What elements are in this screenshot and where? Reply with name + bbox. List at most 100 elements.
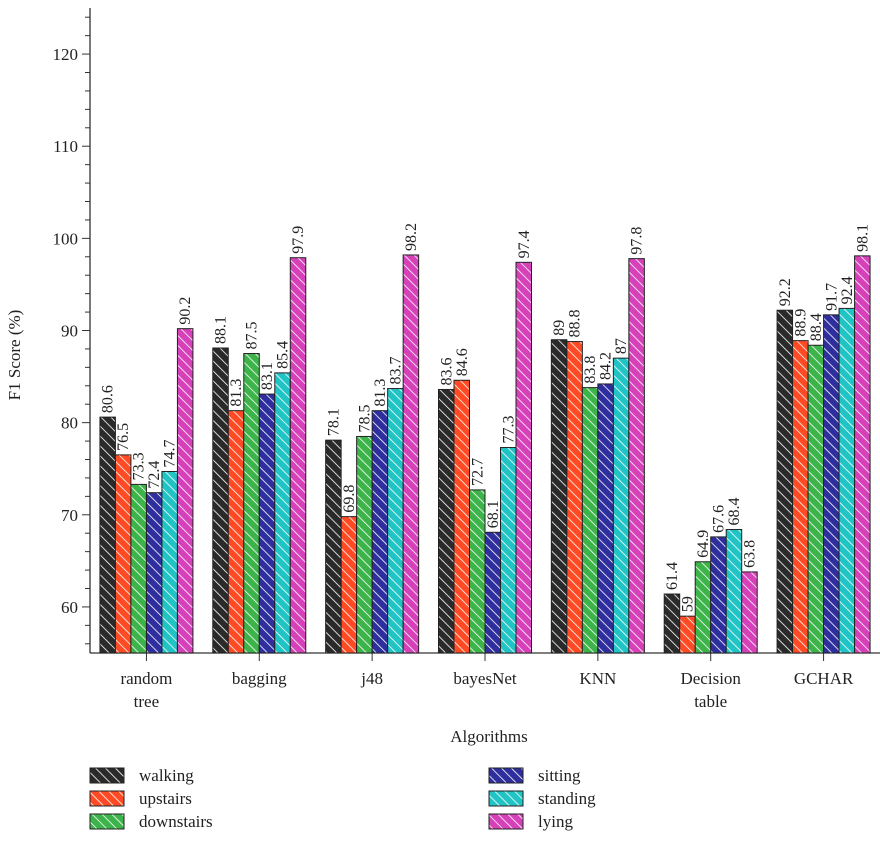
bar-standing	[161, 470, 178, 654]
bar-lying	[628, 258, 645, 654]
bar-value-label: 97.4	[516, 230, 533, 258]
bar-standing	[387, 388, 404, 654]
bar-walking	[438, 388, 455, 654]
y-tick-label: 90	[61, 322, 78, 341]
bar-value-label: 78.5	[356, 404, 373, 432]
bar-upstairs	[340, 516, 358, 654]
bar-value-label: 85.4	[275, 341, 292, 369]
bar-value-label: 92.4	[839, 276, 856, 304]
legend-swatch	[488, 790, 524, 807]
legend-label: downstairs	[139, 812, 213, 831]
legend-label: upstairs	[139, 789, 192, 808]
legend-item-standing: standing	[488, 789, 596, 808]
bar-downstairs	[807, 344, 825, 654]
x-tick-label: j48	[360, 669, 383, 688]
y-tick-label: 110	[53, 137, 78, 156]
legend-item-downstairs: downstairs	[89, 812, 213, 831]
bar-downstairs	[243, 353, 260, 654]
y-tick-label: 70	[61, 506, 78, 525]
legend-swatch	[89, 813, 125, 830]
bar-value-label: 68.1	[485, 500, 502, 528]
bar-value-label: 74.7	[162, 439, 179, 467]
bar-sitting	[145, 492, 163, 654]
bar-value-label: 88.1	[213, 316, 230, 344]
bar-value-label: 87	[613, 338, 630, 354]
bar-value-label: 97.9	[290, 226, 307, 254]
legend-label: standing	[538, 789, 596, 808]
bar-walking	[550, 339, 568, 654]
bar-value-label: 98.1	[854, 224, 871, 252]
bar-upstairs	[453, 379, 470, 654]
bar-upstairs	[566, 341, 583, 654]
x-tick-label: KNN	[579, 669, 616, 688]
legend-swatch	[488, 813, 524, 830]
y-tick-label: 100	[53, 229, 79, 248]
bar-value-label: 76.5	[115, 423, 132, 451]
bar-walking	[212, 347, 229, 654]
y-tick-label: 120	[53, 45, 79, 64]
bar-value-label: 72.4	[146, 461, 163, 489]
bar-value-label: 73.3	[131, 452, 148, 480]
legend-swatch	[89, 790, 125, 807]
legend-item-lying: lying	[488, 812, 573, 831]
bar-value-label: 89	[551, 320, 568, 336]
bar-value-label: 84.6	[454, 348, 471, 376]
bar-value-label: 84.2	[598, 352, 615, 380]
bar-value-label: 67.6	[710, 505, 727, 533]
bar-standing	[274, 372, 291, 654]
bar-standing	[612, 357, 630, 654]
bar-value-label: 72.7	[469, 458, 486, 486]
legend-label: lying	[538, 812, 573, 831]
bar-lying	[854, 255, 871, 654]
bar-value-label: 81.3	[372, 379, 389, 407]
bar-lying	[741, 571, 758, 654]
bar-downstairs	[356, 435, 373, 654]
bar-value-label: 98.2	[403, 223, 420, 251]
y-tick-label: 80	[61, 414, 78, 433]
x-tick-label: Decision	[680, 669, 741, 688]
bar-value-label: 64.9	[695, 530, 712, 558]
legend-label: sitting	[538, 766, 581, 785]
bar-standing	[838, 307, 856, 654]
x-tick-label: random	[120, 669, 172, 688]
y-tick-label: 60	[61, 598, 78, 617]
bar-value-label: 59	[679, 596, 696, 612]
bar-sitting	[710, 536, 727, 654]
bar-value-label: 91.7	[823, 283, 840, 311]
bar-value-label: 80.6	[100, 385, 117, 413]
bar-value-label: 97.8	[629, 227, 646, 255]
bar-value-label: 88.8	[567, 310, 584, 338]
legend-swatch	[89, 767, 125, 784]
x-tick-label: bagging	[232, 669, 287, 688]
tick-labels: 60 70 80 90 100 110 120 random tree bagging j48 bay…	[53, 45, 854, 711]
x-tick-label: bayesNet	[453, 669, 517, 688]
bar-value-label: 81.3	[228, 379, 245, 407]
legend-label: walking	[139, 766, 194, 785]
bar-value-label: 78.1	[325, 408, 342, 436]
bar-value-label: 68.4	[726, 498, 743, 526]
bar-value-label: 88.4	[808, 313, 825, 341]
bar-walking	[663, 593, 681, 654]
value-labels: 80.6 76.573.372.474.7 90.2 88.1 81.3 87.5 83.1…	[100, 223, 872, 612]
bar-walking	[99, 416, 116, 654]
bar-walking	[325, 439, 342, 654]
bar-value-label: 69.8	[341, 485, 358, 513]
bar-value-label: 77.3	[500, 416, 517, 444]
bar-lying	[402, 254, 420, 654]
x-tick-label: tree	[134, 692, 159, 711]
legend-swatch	[488, 767, 524, 784]
bar-upstairs	[227, 410, 245, 654]
bar-standing	[500, 447, 517, 654]
bar-downstairs	[581, 387, 599, 654]
bar-value-label: 92.2	[777, 278, 794, 306]
bar-upstairs	[114, 454, 132, 654]
legend: walking upstairs downstairs sitting standing…	[89, 766, 596, 831]
legend-item-sitting: sitting	[488, 766, 581, 785]
legend-item-upstairs: upstairs	[89, 789, 192, 808]
bar-lying	[515, 261, 532, 654]
x-tick-label: GCHAR	[794, 669, 854, 688]
bar-lying	[289, 257, 307, 654]
legend-item-walking: walking	[89, 766, 194, 785]
bar-sitting	[597, 383, 614, 654]
